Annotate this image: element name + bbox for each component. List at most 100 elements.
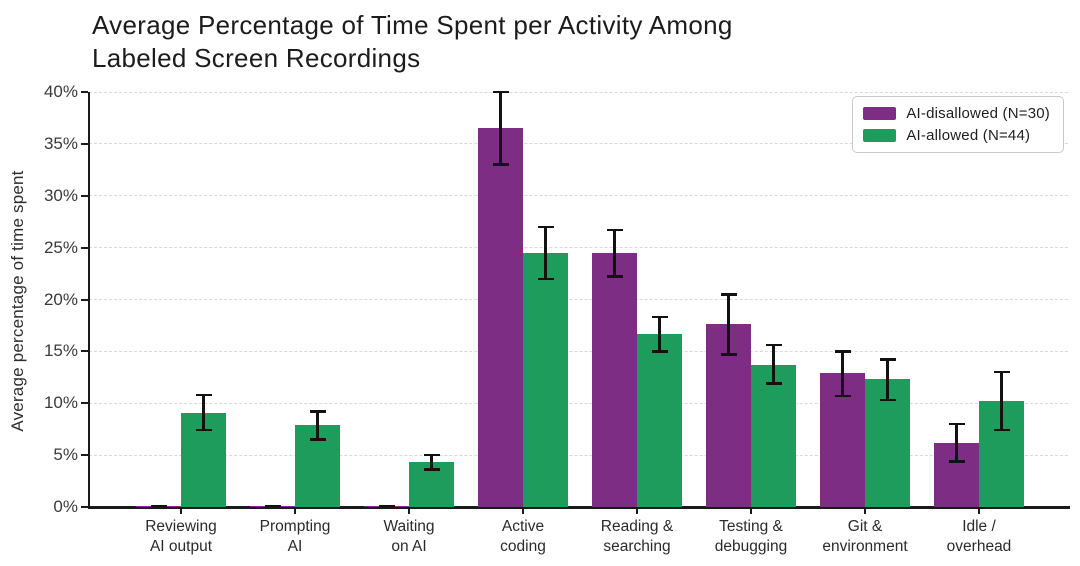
- gridline-35: [89, 143, 1068, 145]
- error-bar-cap-top: [195, 393, 212, 397]
- x-tick-label-0: Reviewing AI output: [145, 518, 217, 555]
- x-tick-label-4: Reading & searching: [600, 518, 674, 555]
- gridline-5: [89, 454, 1068, 456]
- error-bar-cap-top: [378, 504, 395, 508]
- error-bar-cap-top: [879, 358, 896, 361]
- legend-swatch-ai-disallowed: [863, 107, 897, 120]
- chart-title: Average Percentage of Time Spent per Act…: [92, 9, 733, 75]
- error-bar-cap-top: [765, 343, 782, 347]
- error-bar-cap-bottom: [948, 460, 965, 463]
- y-tick-mark-20%: [81, 298, 88, 301]
- x-tick-mark-4: [636, 508, 638, 514]
- chart-title-line2: Labeled Screen Recordings: [92, 43, 421, 73]
- chart-title-line1: Average Percentage of Time Spent per Act…: [92, 10, 733, 40]
- error-bar-cap-top: [993, 370, 1010, 374]
- gridline-40: [89, 91, 1068, 93]
- bar-ai-allowed-3: [523, 252, 568, 507]
- error-bar-cap-top: [423, 453, 440, 457]
- x-tick-label-3: Active coding: [500, 518, 546, 555]
- error-bar-line: [955, 424, 958, 462]
- y-tick-mark-10%: [81, 402, 88, 405]
- legend: AI-disallowed (N=30) AI-allowed (N=44): [852, 96, 1064, 153]
- y-tick-mark-30%: [81, 194, 88, 197]
- error-bar-cap-bottom: [423, 468, 440, 471]
- x-tick-label-7: Idle / overhead: [946, 518, 1012, 555]
- y-tick-label: 5%: [53, 445, 78, 465]
- error-bar-line: [430, 455, 433, 470]
- error-bar-cap-bottom: [309, 438, 326, 441]
- y-tick-label: 10%: [43, 393, 78, 413]
- gridline-10: [89, 402, 1068, 404]
- y-tick-mark-15%: [81, 350, 88, 353]
- error-bar-line: [841, 351, 844, 396]
- x-axis-spine: [88, 506, 1070, 509]
- error-bar-cap-top: [309, 410, 326, 413]
- y-tick-mark-0%: [81, 506, 88, 508]
- error-bar-line: [544, 226, 547, 279]
- y-tick-label: 30%: [43, 185, 78, 205]
- y-tick-label: 15%: [43, 341, 78, 361]
- bar-ai-allowed-5: [751, 364, 796, 507]
- gridline-30: [89, 195, 1068, 197]
- error-bar-cap-bottom: [492, 163, 509, 166]
- y-tick-mark-40%: [81, 91, 88, 93]
- error-bar-cap-bottom: [834, 394, 851, 398]
- x-tick-label-6: Git & environment: [822, 518, 908, 555]
- error-bar-cap-top: [150, 504, 167, 508]
- legend-swatch-ai-allowed: [863, 129, 897, 142]
- error-bar-cap-bottom: [651, 350, 668, 353]
- x-tick-mark-0: [180, 508, 182, 514]
- y-tick-label: 20%: [43, 289, 78, 309]
- error-bar-cap-bottom: [993, 428, 1010, 432]
- y-tick-mark-25%: [81, 246, 88, 249]
- y-tick-label: 25%: [43, 237, 78, 257]
- error-bar-cap-top: [606, 228, 623, 232]
- bar-ai-disallowed-4: [592, 252, 637, 507]
- error-bar-cap-bottom: [720, 353, 737, 356]
- y-tick-mark-5%: [81, 454, 88, 457]
- error-bar-cap-bottom: [537, 277, 554, 280]
- bar-ai-allowed-4: [637, 333, 682, 507]
- error-bar-cap-top: [492, 90, 509, 94]
- x-tick-mark-5: [750, 508, 752, 514]
- error-bar-cap-top: [651, 315, 668, 319]
- error-bar-cap-top: [948, 422, 965, 426]
- gridline-15: [89, 350, 1068, 352]
- error-bar-cap-bottom: [606, 275, 623, 278]
- y-tick-label: 40%: [43, 82, 78, 101]
- gridline-25: [89, 247, 1068, 249]
- error-bar-cap-top: [720, 293, 737, 296]
- error-bar-line: [202, 394, 205, 431]
- gridline-20: [89, 299, 1068, 300]
- x-tick-mark-1: [294, 508, 296, 514]
- error-bar-line: [727, 294, 730, 355]
- error-bar-line: [316, 411, 319, 440]
- y-tick-label: 35%: [43, 133, 78, 153]
- error-bar-line: [613, 229, 616, 277]
- error-bar-cap-top: [264, 504, 281, 508]
- x-tick-mark-6: [864, 508, 866, 514]
- error-bar-cap-top: [537, 225, 554, 229]
- x-tick-mark-2: [408, 508, 410, 514]
- x-tick-mark-3: [522, 508, 524, 514]
- legend-label-ai-allowed: AI-allowed (N=44): [906, 127, 1031, 144]
- error-bar-line: [886, 359, 889, 401]
- x-tick-mark-7: [978, 508, 980, 514]
- legend-item-ai-allowed: AI-allowed (N=44): [863, 127, 1050, 144]
- y-tick-label: 0%: [53, 497, 78, 516]
- error-bar-line: [499, 92, 502, 165]
- x-tick-label-1: Prompting AI: [259, 518, 331, 555]
- error-bar-cap-bottom: [195, 428, 212, 432]
- error-bar-cap-top: [834, 350, 851, 353]
- y-tick-mark-35%: [81, 142, 88, 145]
- error-bar-cap-bottom: [879, 398, 896, 402]
- error-bar-line: [1000, 372, 1003, 431]
- legend-label-ai-disallowed: AI-disallowed (N=30): [906, 105, 1050, 122]
- x-tick-label-2: Waiting on AI: [383, 518, 435, 555]
- error-bar-cap-bottom: [765, 382, 782, 385]
- bar-ai-disallowed-3: [478, 128, 523, 507]
- y-axis-spine: [88, 92, 90, 507]
- error-bar-line: [772, 345, 775, 384]
